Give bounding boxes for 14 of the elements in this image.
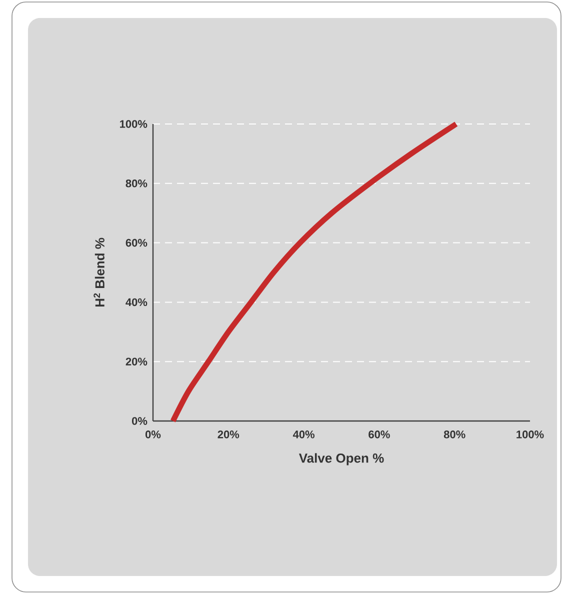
x-tick-label: 0% [145,430,161,438]
y-tick-label: 40% [126,298,148,306]
y-tick-label: 80% [126,180,148,188]
x-tick-label: 80% [444,430,466,438]
y-axis-title: H$^{2}$ Blend % [94,238,104,307]
y-tick-label: 100% [120,120,148,128]
y-tick-label: 60% [126,238,148,247]
x-tick-label: 20% [218,430,240,438]
x-tick-label: 40% [292,430,315,438]
x-tick-label: 60% [368,430,390,438]
y-tick-label: 0% [132,417,148,425]
x-axis-title: Valve Open % [298,453,384,466]
x-tick-label: 100% [516,430,544,438]
y-tick-label: 20% [126,358,148,366]
